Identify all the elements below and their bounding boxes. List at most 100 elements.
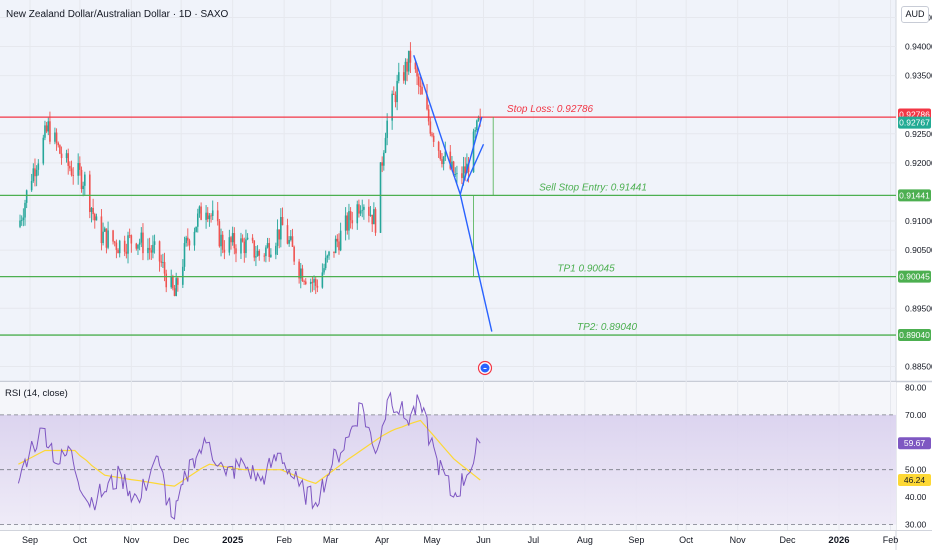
candle-body	[182, 266, 184, 285]
candle-body	[384, 137, 387, 153]
trendline[interactable]	[466, 143, 485, 182]
candle-body	[152, 244, 154, 253]
candle-body	[397, 72, 400, 81]
price-axis-ticks: 0.945000.940000.935000.925000.920000.910…	[905, 12, 932, 529]
candle-body	[172, 276, 174, 289]
candle-body	[444, 151, 447, 157]
svg-text:0.92786: 0.92786	[899, 110, 930, 120]
candle-body	[251, 237, 254, 241]
time-tick-label: Oct	[73, 535, 88, 545]
candle-body	[321, 272, 324, 288]
level-label: Stop Loss: 0.92786	[507, 104, 594, 115]
candle-body	[290, 236, 292, 240]
candle-body	[268, 243, 271, 257]
candle-body	[153, 241, 156, 245]
time-tick-label: Aug	[577, 535, 593, 545]
price-marker: 0.92767	[898, 116, 931, 129]
candle-body	[140, 232, 143, 243]
time-tick-label: 2026	[828, 535, 849, 546]
candle-body	[34, 168, 36, 177]
candle-body	[421, 86, 423, 95]
candle-body	[439, 150, 442, 160]
candle-body	[150, 250, 153, 253]
candle-body	[333, 251, 335, 253]
candle-body	[286, 225, 289, 244]
candle-body	[103, 228, 106, 232]
svg-text:46.24: 46.24	[904, 475, 926, 485]
candle-body	[386, 120, 388, 138]
candle-body	[79, 163, 81, 170]
time-tick-label: Mar	[323, 535, 339, 545]
candle-body	[276, 229, 279, 246]
candle-body	[158, 241, 161, 262]
price-levels: Stop Loss: 0.92786 Sell Stop Entry: 0.914…	[0, 104, 896, 336]
level-label: TP2: 0.89040	[577, 322, 637, 333]
candle-body	[221, 234, 224, 250]
rsi-tick-label: 80.00	[905, 382, 927, 392]
candle-body	[211, 210, 214, 216]
candle-body	[309, 281, 312, 285]
candle-body	[173, 288, 176, 296]
candle-body	[32, 168, 35, 181]
candle-body	[223, 249, 226, 253]
candle-body	[35, 169, 38, 177]
candle-body	[137, 244, 139, 249]
candle-body	[130, 235, 133, 244]
candle-body	[125, 251, 128, 254]
candle-body	[379, 162, 382, 233]
price-marker: 0.91441	[898, 189, 931, 202]
candle-body	[183, 243, 186, 267]
candle-body	[113, 241, 116, 243]
candle-body	[304, 281, 307, 285]
time-tick-label: 2025	[222, 535, 244, 546]
rsi-tick-label: 50.00	[905, 465, 927, 475]
candle-body	[288, 239, 290, 244]
candle-body	[60, 153, 63, 159]
candle-body	[334, 238, 337, 253]
candle-body	[67, 153, 70, 166]
candle-body	[427, 109, 430, 122]
trendline[interactable]	[459, 116, 483, 195]
currency-button[interactable]: AUD	[901, 6, 929, 23]
candle-body	[404, 61, 407, 81]
time-tick-label: Jun	[476, 535, 491, 545]
candle-body	[44, 125, 46, 138]
candle-body	[275, 245, 277, 255]
price-tick-label: 0.88500	[905, 361, 932, 371]
candle-body	[241, 238, 244, 242]
candle-body	[361, 209, 364, 211]
candle-body	[175, 278, 177, 296]
candle-body	[245, 239, 247, 254]
candle-body	[162, 262, 164, 263]
price-pane[interactable]	[0, 0, 896, 381]
candle-body	[336, 238, 339, 242]
candle-body	[394, 94, 397, 103]
trendlines	[413, 55, 493, 332]
chart-title: New Zealand Dollar/Australian Dollar · 1…	[6, 9, 229, 20]
candle-body	[298, 261, 300, 279]
candle-body	[416, 69, 418, 77]
candle-body	[383, 152, 385, 166]
candle-body	[419, 85, 422, 87]
time-tick-label: Dec	[779, 535, 796, 545]
flag-icon[interactable]	[477, 360, 493, 376]
candle-body	[339, 230, 342, 251]
candle-body	[396, 80, 398, 103]
candle-body	[123, 240, 126, 252]
candle-body	[299, 268, 302, 279]
trendline[interactable]	[413, 55, 461, 195]
rsi-title: RSI (14, close)	[5, 388, 68, 399]
candle-body	[281, 217, 284, 226]
candle-body	[25, 190, 28, 203]
time-tick-label: Sep	[628, 535, 644, 545]
candle-body	[24, 202, 26, 218]
trendline[interactable]	[459, 194, 493, 332]
candle-body	[258, 250, 261, 256]
candle-body	[228, 237, 231, 253]
candle-body	[391, 93, 393, 121]
candle-body	[454, 174, 457, 175]
candle-body	[115, 242, 118, 250]
